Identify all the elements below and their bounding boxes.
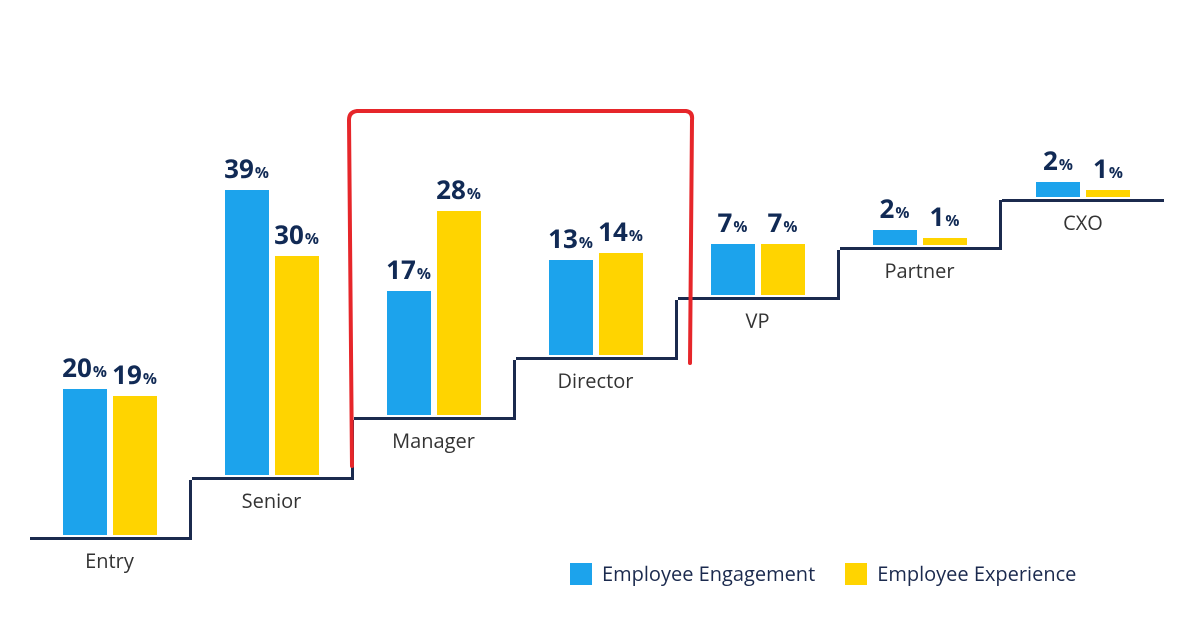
label-director: Director xyxy=(516,357,675,394)
value-director-engagement: 13% xyxy=(548,220,593,260)
value-number: 19 xyxy=(112,356,142,392)
bars-director: 13% 14% xyxy=(516,253,675,355)
legend: Employee Engagement Employee Experience xyxy=(570,560,1076,587)
percent-sign: % xyxy=(93,360,107,382)
label-senior: Senior xyxy=(192,477,351,514)
value-vp-engagement: 7% xyxy=(718,204,748,244)
value-number: 7 xyxy=(718,204,733,240)
value-partner-engagement: 2% xyxy=(880,190,910,230)
value-partner-experience: 1% xyxy=(930,198,960,238)
value-number: 2 xyxy=(1043,142,1058,178)
value-manager-engagement: 17% xyxy=(386,251,431,291)
label-manager: Manager xyxy=(354,417,513,454)
step-partner: 2% 1% Partner xyxy=(840,200,1002,250)
percent-sign: % xyxy=(143,367,157,389)
step-entry: 20% 19% Entry xyxy=(30,480,192,540)
legend-item-engagement: Employee Engagement xyxy=(570,560,815,587)
label-entry: Entry xyxy=(30,537,189,574)
value-entry-experience: 19% xyxy=(112,356,157,396)
percent-sign: % xyxy=(579,231,593,253)
bar-partner-experience: 1% xyxy=(923,238,967,245)
step-senior: 39% 30% Senior xyxy=(192,420,354,480)
bar-cxo-engagement: 2% xyxy=(1036,182,1080,197)
bar-manager-engagement: 17% xyxy=(387,291,431,415)
value-number: 1 xyxy=(930,198,945,234)
percent-sign: % xyxy=(783,215,797,237)
bars-manager: 17% 28% xyxy=(354,211,513,415)
bar-vp-engagement: 7% xyxy=(711,244,755,295)
bar-director-engagement: 13% xyxy=(549,260,593,355)
value-senior-experience: 30% xyxy=(274,216,319,256)
bars-cxo: 2% 1% xyxy=(1002,182,1164,197)
bars-partner: 2% 1% xyxy=(840,230,999,245)
bar-cxo-experience: 1% xyxy=(1086,190,1130,197)
label-partner: Partner xyxy=(840,247,999,284)
percent-sign: % xyxy=(305,227,319,249)
value-senior-engagement: 39% xyxy=(224,150,269,190)
value-number: 39 xyxy=(224,150,254,186)
legend-item-experience: Employee Experience xyxy=(845,560,1076,587)
bar-entry-engagement: 20% xyxy=(63,389,107,535)
bar-entry-experience: 19% xyxy=(113,396,157,535)
value-manager-experience: 28% xyxy=(436,171,481,211)
legend-label-experience: Employee Experience xyxy=(877,560,1076,587)
percent-sign: % xyxy=(255,161,269,183)
value-number: 30 xyxy=(274,216,304,252)
value-cxo-experience: 1% xyxy=(1093,150,1123,190)
percent-sign: % xyxy=(895,201,909,223)
label-vp: VP xyxy=(678,297,837,334)
value-number: 17 xyxy=(386,251,416,287)
value-director-experience: 14% xyxy=(598,213,643,253)
bar-partner-engagement: 2% xyxy=(873,230,917,245)
value-number: 2 xyxy=(880,190,895,226)
chart-stage: 20% 19% Entry 39% 30% Sen xyxy=(0,0,1200,640)
value-vp-experience: 7% xyxy=(768,204,798,244)
percent-sign: % xyxy=(467,182,481,204)
bars-entry: 20% 19% xyxy=(30,389,189,535)
bars-vp: 7% 7% xyxy=(678,244,837,295)
value-number: 20 xyxy=(62,349,92,385)
step-manager: 17% 28% Manager xyxy=(354,360,516,420)
step-cxo: 2% 1% CXO xyxy=(1002,199,1164,202)
legend-swatch-experience xyxy=(845,563,867,585)
bar-manager-experience: 28% xyxy=(437,211,481,415)
value-number: 28 xyxy=(436,171,466,207)
legend-swatch-engagement xyxy=(570,563,592,585)
bar-senior-experience: 30% xyxy=(275,256,319,475)
bar-senior-engagement: 39% xyxy=(225,190,269,475)
legend-label-engagement: Employee Engagement xyxy=(602,560,815,587)
percent-sign: % xyxy=(1059,153,1073,175)
step-vp: 7% 7% VP xyxy=(678,250,840,300)
bar-director-experience: 14% xyxy=(599,253,643,355)
bar-vp-experience: 7% xyxy=(761,244,805,295)
value-number: 1 xyxy=(1093,150,1108,186)
percent-sign: % xyxy=(945,209,959,231)
value-number: 14 xyxy=(598,213,628,249)
label-cxo: CXO xyxy=(1002,199,1164,236)
percent-sign: % xyxy=(629,224,643,246)
percent-sign: % xyxy=(417,262,431,284)
value-number: 13 xyxy=(548,220,578,256)
step-director: 13% 14% Director xyxy=(516,300,678,360)
value-number: 7 xyxy=(768,204,783,240)
percent-sign: % xyxy=(733,215,747,237)
value-entry-engagement: 20% xyxy=(62,349,107,389)
bars-senior: 39% 30% xyxy=(192,190,351,475)
percent-sign: % xyxy=(1109,161,1123,183)
value-cxo-engagement: 2% xyxy=(1043,142,1073,182)
